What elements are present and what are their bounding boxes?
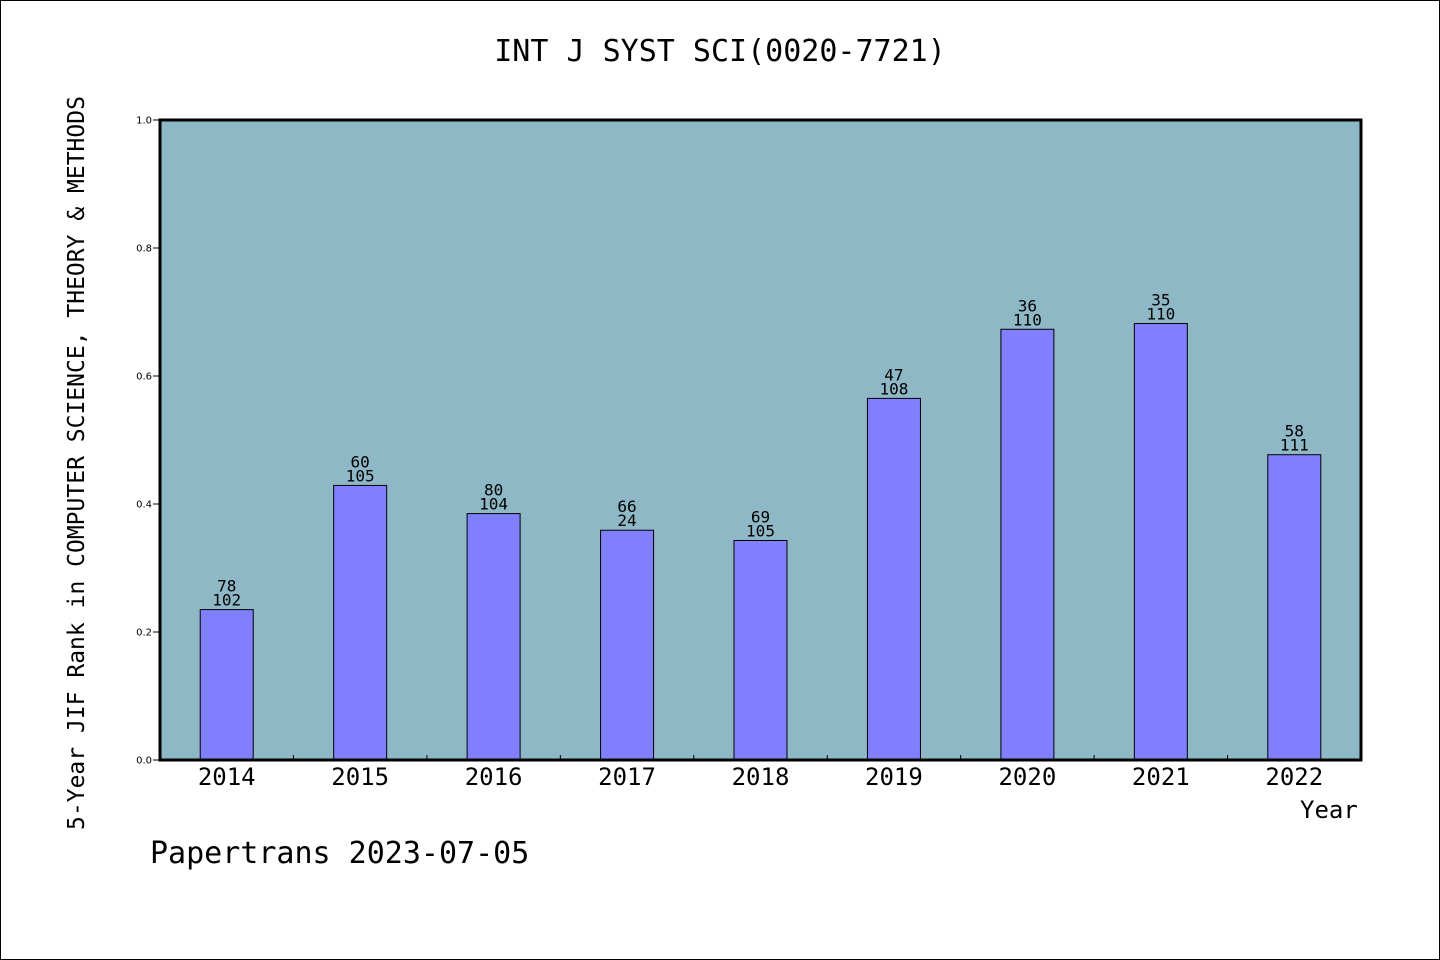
x-tick-label: 2021 (1132, 763, 1190, 791)
y-tick-label: 0.0 (136, 756, 152, 767)
x-tick-label: 2019 (865, 763, 923, 791)
bar-label-top: 78 (217, 577, 236, 596)
bar (1267, 454, 1322, 761)
bar-label-bottom: 111 (1280, 436, 1309, 455)
bar-label-top: 36 (1018, 296, 1037, 315)
y-tick-label: 1.0 (136, 116, 152, 127)
bar-label-bottom: 110 (1013, 310, 1042, 329)
y-tick-label: 0.8 (136, 244, 152, 255)
bar-label-top: 80 (484, 481, 503, 500)
x-tick-label: 2016 (465, 763, 523, 791)
bar (1000, 328, 1055, 761)
bar-label-top: 69 (751, 507, 770, 526)
bar-label-top: 60 (351, 452, 370, 471)
bar-label-top: 66 (617, 497, 636, 516)
x-tick-label: 2020 (998, 763, 1056, 791)
bar-label-top: 35 (1151, 291, 1170, 310)
bar-label-bottom: 108 (879, 379, 908, 398)
chart-title: INT J SYST SCI(0020-7721) (494, 34, 946, 69)
bar (866, 397, 921, 761)
x-tick-label: 2018 (732, 763, 790, 791)
y-tick-label: 0.6 (136, 372, 152, 383)
bar (733, 539, 788, 761)
bar (1133, 323, 1188, 761)
x-tick-label: 2014 (198, 763, 256, 791)
bar-label-bottom: 105 (746, 521, 775, 540)
bar (600, 529, 655, 761)
x-tick-label: 2022 (1265, 763, 1323, 791)
bar-label-bottom: 104 (479, 495, 508, 514)
bar (199, 609, 254, 761)
y-tick-label: 0.4 (136, 500, 152, 511)
bar-label-top: 47 (884, 365, 903, 384)
bar-label-bottom: 110 (1146, 305, 1175, 324)
bar-label-top: 58 (1285, 422, 1304, 441)
x-axis-label: Year (1300, 796, 1358, 824)
bar-label-bottom: 24 (617, 511, 636, 530)
bar (466, 513, 521, 761)
footer-credit: Papertrans 2023-07-05 (150, 836, 530, 871)
bar (333, 484, 388, 761)
y-tick-label: 0.2 (136, 628, 152, 639)
bar-label-bottom: 102 (212, 591, 241, 610)
x-tick-label: 2017 (598, 763, 656, 791)
plot-border (158, 118, 1363, 762)
bar-label-bottom: 105 (346, 466, 375, 485)
x-tick-label: 2015 (331, 763, 389, 791)
